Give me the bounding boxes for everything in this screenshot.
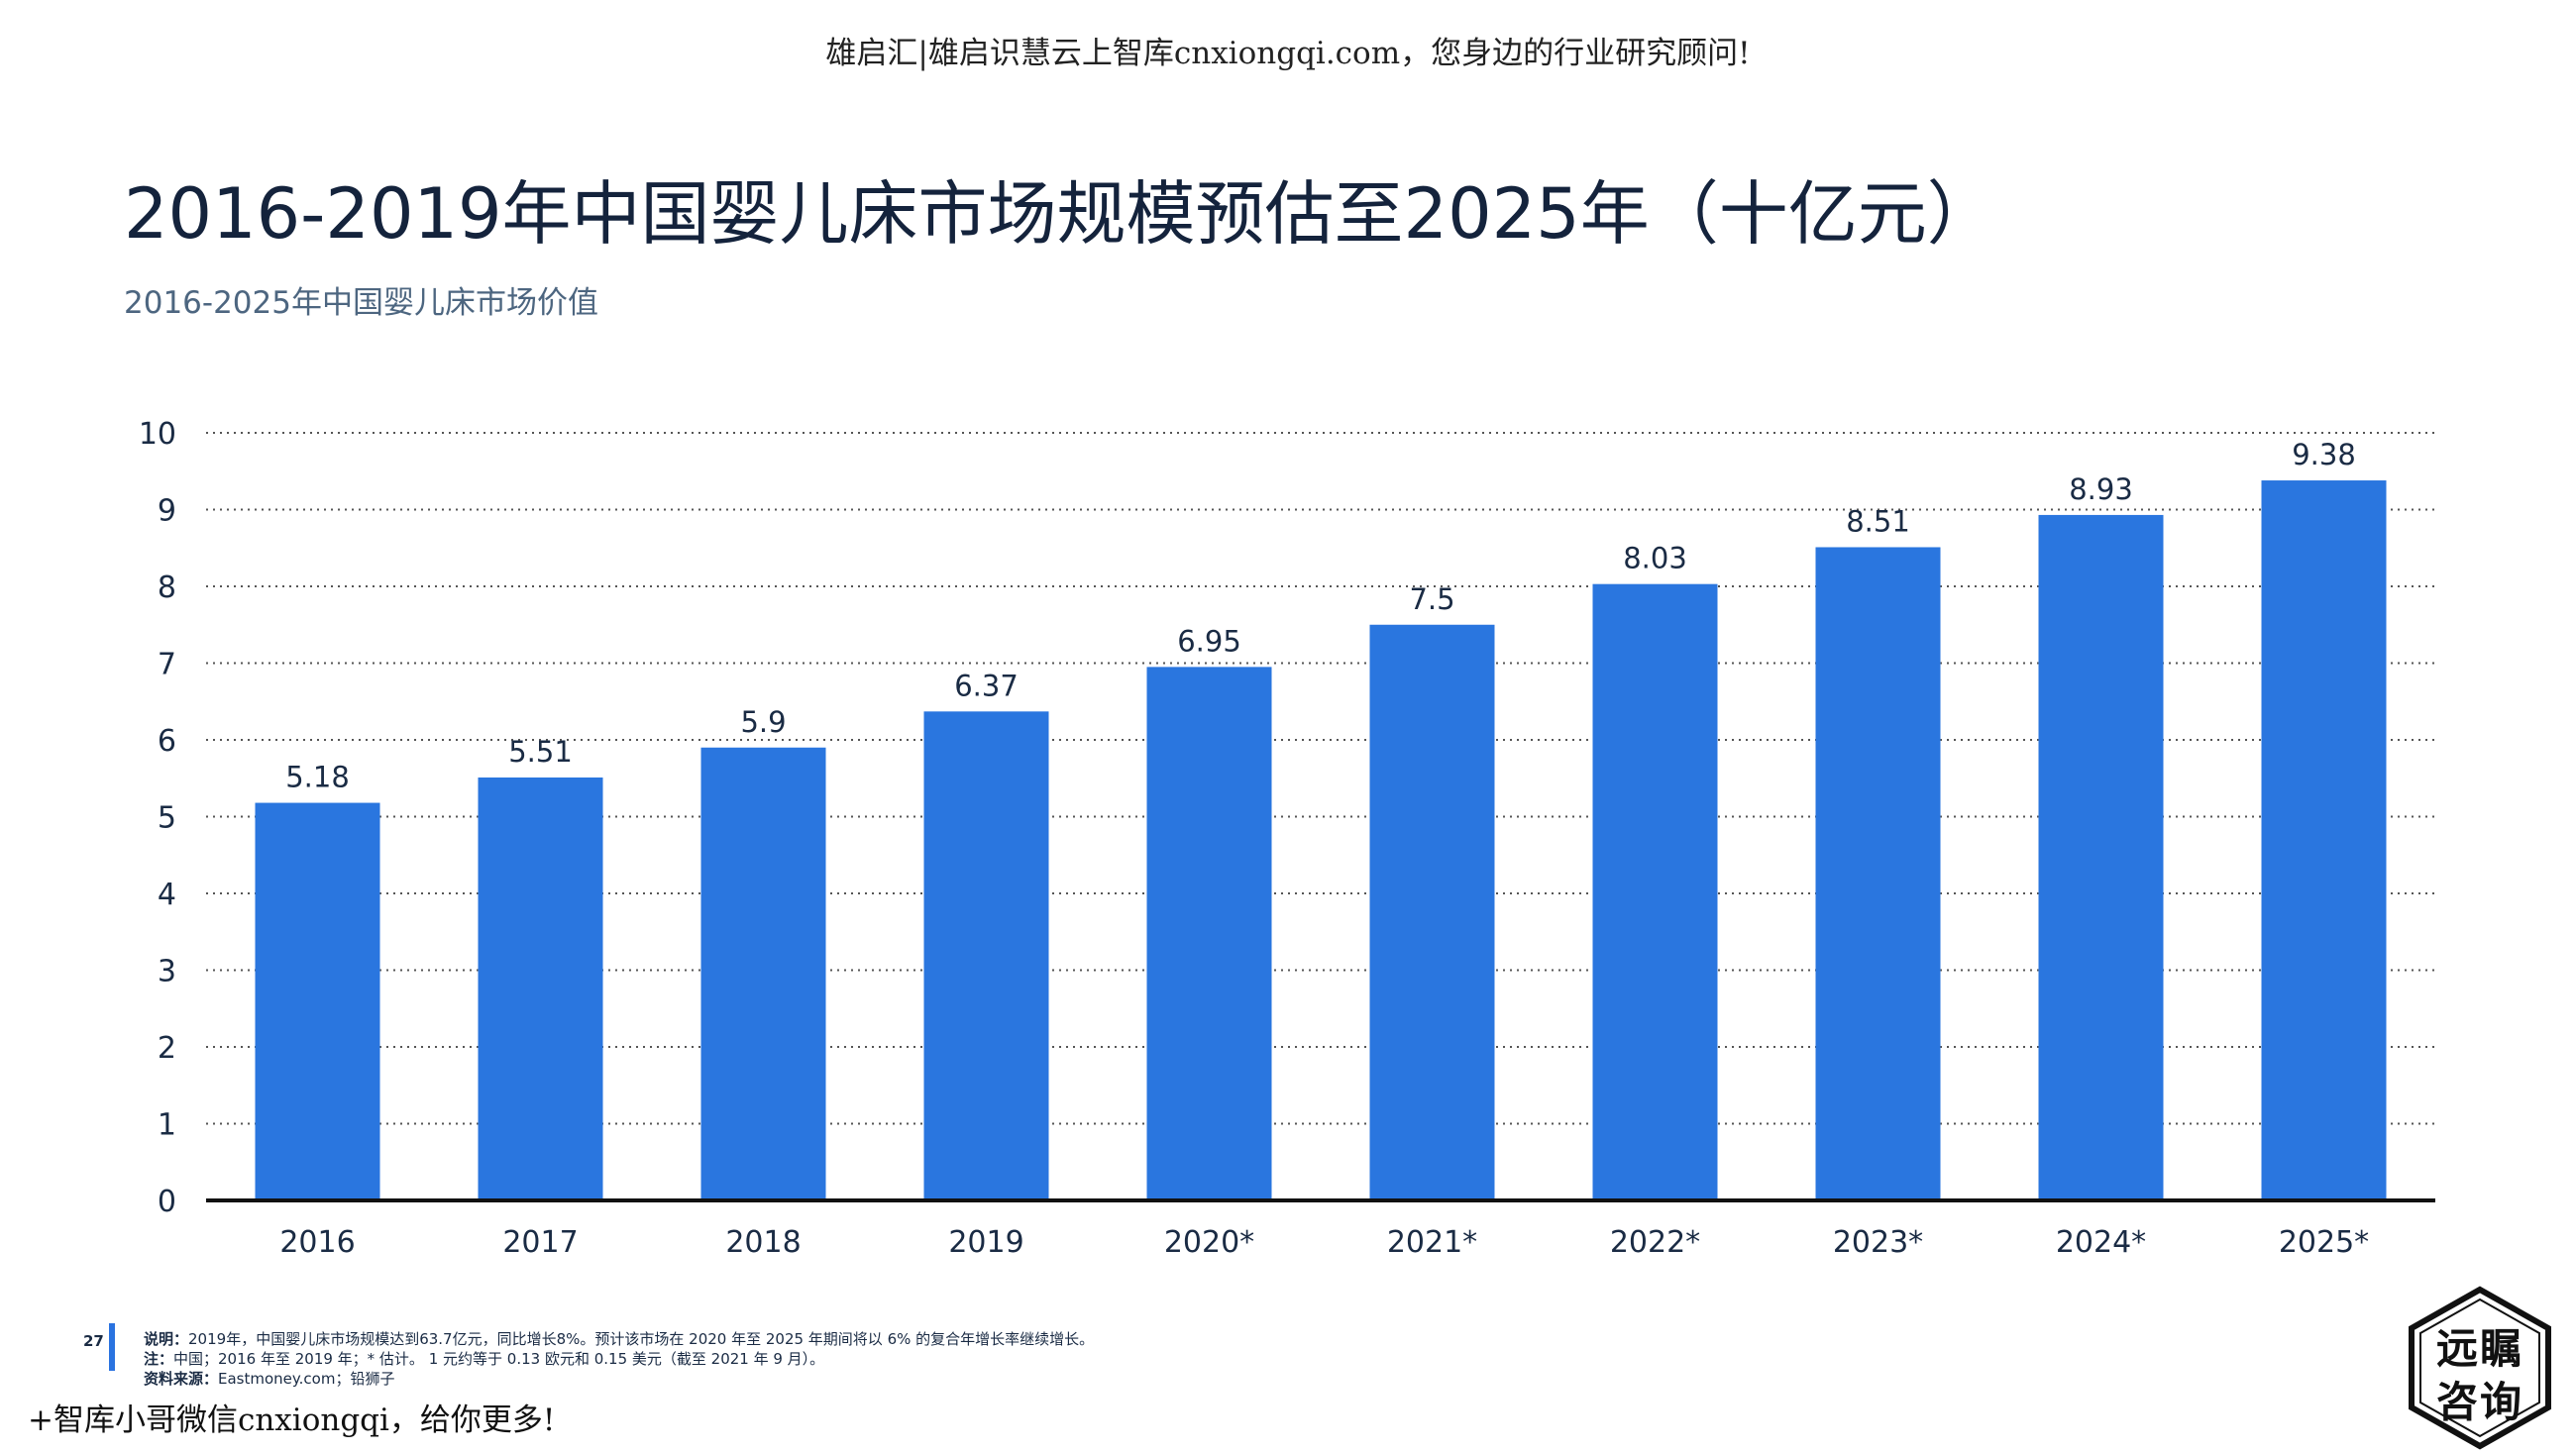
data-label: 5.9	[740, 705, 786, 739]
data-label: 7.5	[1409, 582, 1454, 616]
x-tick-label: 2019	[948, 1225, 1023, 1260]
bar	[2261, 480, 2387, 1200]
chart-notes: 说明：2019年，中国婴儿床市场规模达到63.7亿元，同比增长8%。预计该市场在…	[144, 1329, 1094, 1389]
x-tick-label: 2018	[725, 1225, 801, 1260]
y-tick-label: 0	[158, 1185, 176, 1219]
bar	[923, 711, 1049, 1200]
bar	[1815, 547, 1941, 1200]
bar	[1592, 583, 1718, 1200]
y-tick-label: 7	[158, 648, 176, 682]
top-banner: 雄启汇|雄启识慧云上智库cnxiongqi.com，您身边的行业研究顾问!	[825, 36, 1751, 71]
data-label: 8.51	[1846, 504, 1910, 538]
source-line: 资料来源：Eastmoney.com；铅狮子	[144, 1369, 1094, 1389]
x-tick-label: 2021*	[1387, 1225, 1477, 1260]
x-tick-label: 2025*	[2279, 1225, 2369, 1260]
bar	[2038, 514, 2164, 1200]
note-text: 2019年，中国婴儿床市场规模达到63.7亿元，同比增长8%。预计该市场在 20…	[188, 1330, 1095, 1348]
note-accent-bar	[109, 1323, 115, 1371]
x-tick-label: 2020*	[1164, 1225, 1254, 1260]
y-tick-label: 4	[158, 878, 176, 912]
footnote-text: 中国；2016 年至 2019 年；* 估计。 1 元约等于 0.13 欧元和 …	[173, 1350, 825, 1368]
page-number: 27	[83, 1332, 104, 1350]
bar	[1146, 667, 1272, 1200]
footer-promo: +智库小哥微信cnxiongqi，给你更多!	[28, 1402, 556, 1438]
data-label: 5.18	[285, 761, 350, 794]
x-tick-label: 2022*	[1610, 1225, 1700, 1260]
y-tick-label: 10	[139, 417, 176, 452]
company-logo: 远瞩 咨询	[2406, 1286, 2554, 1450]
x-tick-label: 2023*	[1833, 1225, 1923, 1260]
data-label: 9.38	[2292, 438, 2356, 471]
y-tick-label: 9	[158, 494, 176, 529]
source-label: 资料来源：	[144, 1370, 219, 1388]
y-tick-label: 1	[158, 1108, 176, 1143]
y-tick-label: 8	[158, 571, 176, 605]
logo-hexagon-icon	[2409, 1286, 2551, 1450]
chart-subtitle: 2016-2025年中国婴儿床市场价值	[124, 285, 598, 321]
bar	[478, 777, 603, 1200]
data-label: 8.03	[1623, 542, 1687, 575]
data-label: 6.95	[1177, 624, 1241, 658]
y-tick-label: 3	[158, 955, 176, 989]
note-line: 说明：2019年，中国婴儿床市场规模达到63.7亿元，同比增长8%。预计该市场在…	[144, 1329, 1094, 1349]
bar	[1369, 624, 1495, 1200]
footnote-label: 注：	[144, 1350, 174, 1368]
x-tick-label: 2017	[502, 1225, 578, 1260]
source-text: Eastmoney.com；铅狮子	[218, 1370, 395, 1388]
page-title: 2016-2019年中国婴儿床市场规模预估至2025年（十亿元）	[124, 173, 1996, 255]
bar	[255, 802, 380, 1200]
logo-text-line2: 咨询	[2435, 1378, 2523, 1426]
note-label: 说明：	[144, 1330, 189, 1348]
data-label: 5.51	[508, 735, 573, 769]
y-tick-label: 6	[158, 724, 176, 759]
data-label: 6.37	[954, 669, 1019, 702]
y-tick-label: 2	[158, 1031, 176, 1066]
data-label: 8.93	[2069, 472, 2133, 506]
footnote-line: 注：中国；2016 年至 2019 年；* 估计。 1 元约等于 0.13 欧元…	[144, 1349, 1094, 1369]
x-tick-label: 2016	[279, 1225, 355, 1260]
logo-text-line1: 远瞩	[2435, 1324, 2523, 1373]
bar	[700, 747, 826, 1200]
y-tick-label: 5	[158, 801, 176, 836]
bar-chart: 0 1 2 3 4 5 6 7 8 9 10 5.18 2016 5.51 2017 5.9 2018 6.37 2…	[139, 417, 2435, 1260]
x-tick-label: 2024*	[2056, 1225, 2146, 1260]
